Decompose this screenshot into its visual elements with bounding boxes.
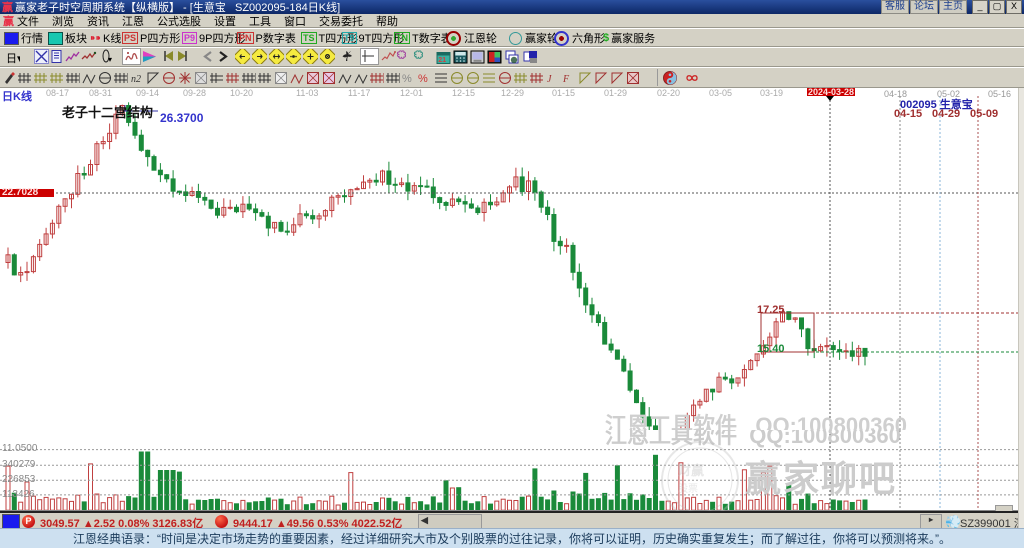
- svg-text:F: F: [562, 74, 570, 85]
- svg-text:21: 21: [438, 57, 446, 64]
- svg-text:▾: ▾: [108, 55, 112, 63]
- svg-text:股票: 股票: [678, 483, 698, 495]
- svg-text:日▾: 日▾: [6, 53, 20, 64]
- svg-text:%: %: [402, 73, 412, 85]
- svg-text:%: %: [418, 73, 428, 85]
- svg-text:J: J: [547, 74, 552, 85]
- svg-text:n2: n2: [131, 74, 141, 85]
- svg-text:财赢: 财赢: [678, 463, 704, 478]
